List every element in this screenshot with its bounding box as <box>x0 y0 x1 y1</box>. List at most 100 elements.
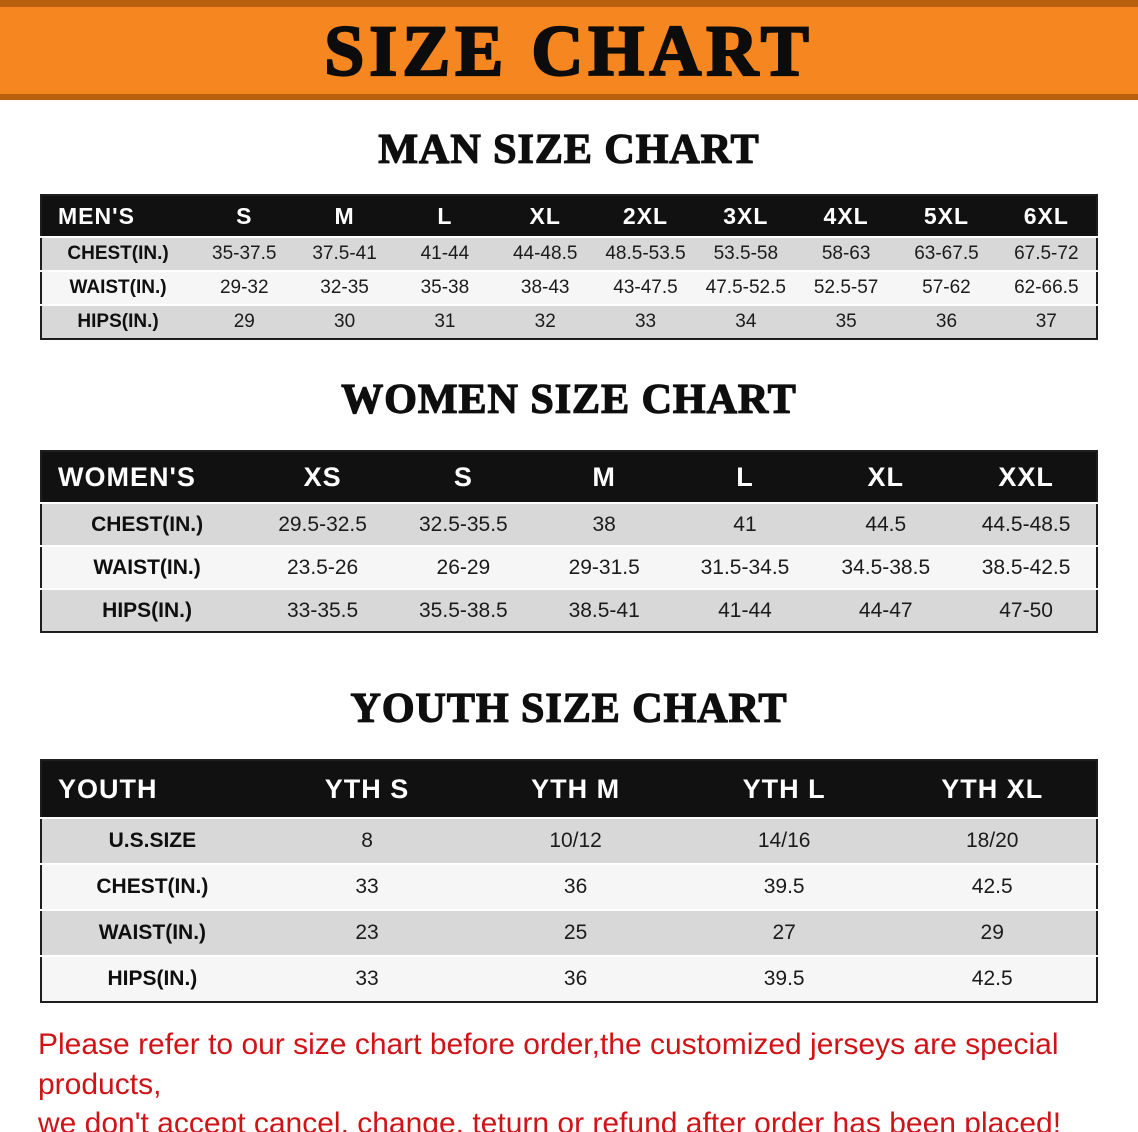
size-column-header: M <box>294 195 395 237</box>
table-cell: 38.5-41 <box>533 588 675 632</box>
table-row: CHEST(IN.) 35-37.5 37.5-41 41-44 44-48.5 48.5… <box>41 236 1097 271</box>
table-row: WAIST(IN.) 23 25 27 29 <box>41 909 1097 956</box>
footer-note: Please refer to our size chart before or… <box>38 1025 1104 1132</box>
table-cell: 34.5-38.5 <box>815 545 957 589</box>
table-cell: 33 <box>262 863 472 910</box>
table-cell: 42.5 <box>888 955 1097 1002</box>
table-cell: 37 <box>996 304 1097 339</box>
row-label: CHEST(IN.) <box>41 863 263 910</box>
row-label: WAIST(IN.) <box>41 545 253 589</box>
table-cell: 29-32 <box>194 270 295 305</box>
table-row: CHEST(IN.) 29.5-32.5 32.5-35.5 38 41 44.5 44.5… <box>41 502 1097 546</box>
table-cell: 32.5-35.5 <box>392 502 534 546</box>
row-label: HIPS(IN.) <box>41 304 195 339</box>
table-cell: 30 <box>294 304 395 339</box>
size-column-header: XS <box>252 451 393 503</box>
table-cell: 57-62 <box>896 270 997 305</box>
table-header-row: MEN'S S M L XL 2XL 3XL 4XL 5XL 6XL <box>41 195 1097 237</box>
table-cell: 36 <box>471 863 680 910</box>
size-column-header: 4XL <box>795 195 897 237</box>
table-cell: 23.5-26 <box>252 545 393 589</box>
size-column-header: M <box>533 451 675 503</box>
table-cell: 53.5-58 <box>695 236 796 271</box>
table-cell: 47.5-52.5 <box>695 270 796 305</box>
size-column-header: XL <box>815 451 957 503</box>
note-line-1: Please refer to our size chart before or… <box>38 1028 1059 1101</box>
row-label: WAIST(IN.) <box>41 909 263 956</box>
table-row: U.S.SIZE 8 10/12 14/16 18/20 <box>41 817 1097 864</box>
youth-size-section: YOUTH SIZE CHART YOUTH YTH S YTH M YTH L YTH… <box>0 633 1138 1003</box>
table-cell: 58-63 <box>795 236 897 271</box>
table-row: CHEST(IN.) 33 36 39.5 42.5 <box>41 863 1097 910</box>
table-cell: 35-37.5 <box>194 236 295 271</box>
table-cell: 39.5 <box>679 863 889 910</box>
size-column-header: L <box>674 451 816 503</box>
table-row: WAIST(IN.) 23.5-26 26-29 29-31.5 31.5-34.5 34… <box>41 545 1097 589</box>
row-label: HIPS(IN.) <box>41 588 253 632</box>
table-cell: 48.5-53.5 <box>595 236 696 271</box>
table-cell: 42.5 <box>888 863 1097 910</box>
section-title-youth: YOUTH SIZE CHART <box>350 685 788 732</box>
row-label: CHEST(IN.) <box>41 502 253 546</box>
table-cell: 8 <box>262 817 472 864</box>
table-cell: 23 <box>262 909 472 956</box>
women-size-table: WOMEN'S XS S M L XL XXL CHEST(IN.) 29.5-32.5 32.5… <box>40 450 1098 633</box>
table-cell: 35.5-38.5 <box>392 588 534 632</box>
table-cell: 41-44 <box>394 236 496 271</box>
table-cell: 31.5-34.5 <box>674 545 816 589</box>
table-cell: 32 <box>495 304 596 339</box>
table-cell: 32-35 <box>294 270 395 305</box>
table-cell: 38 <box>533 502 675 546</box>
table-row: WAIST(IN.) 29-32 32-35 35-38 38-43 43-47.5 47.… <box>41 270 1097 305</box>
row-label-header: YOUTH <box>41 760 263 818</box>
size-column-header: S <box>392 451 534 503</box>
men-size-section: MAN SIZE CHART MEN'S S M L XL 2XL 3XL 4XL 5XL 6XL… <box>0 100 1138 340</box>
row-label: WAIST(IN.) <box>41 270 195 305</box>
row-label: HIPS(IN.) <box>41 955 263 1002</box>
table-cell: 34 <box>695 304 796 339</box>
size-column-header: 2XL <box>595 195 696 237</box>
size-column-header: 6XL <box>996 195 1097 237</box>
table-cell: 29-31.5 <box>533 545 675 589</box>
table-cell: 37.5-41 <box>294 236 395 271</box>
size-column-header: XXL <box>956 451 1097 503</box>
table-cell: 44.5 <box>815 502 957 546</box>
row-label: U.S.SIZE <box>41 817 263 864</box>
table-cell: 44-47 <box>815 588 957 632</box>
size-column-header: YTH M <box>471 760 680 818</box>
table-cell: 36 <box>471 955 680 1002</box>
size-column-header: 5XL <box>896 195 997 237</box>
table-cell: 29.5-32.5 <box>252 502 393 546</box>
table-cell: 41-44 <box>674 588 816 632</box>
size-table: YOUTH YTH S YTH M YTH L YTH XL U.S.SIZE 8 10/12… <box>40 759 1098 1003</box>
table-header-row: YOUTH YTH S YTH M YTH L YTH XL <box>41 760 1097 818</box>
size-column-header: YTH L <box>679 760 889 818</box>
table-cell: 14/16 <box>679 817 889 864</box>
table-cell: 47-50 <box>956 588 1097 632</box>
size-column-header: 3XL <box>695 195 796 237</box>
table-cell: 44-48.5 <box>495 236 596 271</box>
row-label-header: MEN'S <box>41 195 195 237</box>
size-column-header: XL <box>495 195 596 237</box>
size-column-header: YTH S <box>262 760 472 818</box>
table-cell: 31 <box>394 304 496 339</box>
table-cell: 36 <box>896 304 997 339</box>
size-table: WOMEN'S XS S M L XL XXL CHEST(IN.) 29.5-32.5 32.5… <box>40 450 1098 633</box>
table-cell: 39.5 <box>679 955 889 1002</box>
section-title-women: WOMEN SIZE CHART <box>341 376 797 423</box>
table-cell: 43-47.5 <box>595 270 696 305</box>
size-column-header: YTH XL <box>888 760 1097 818</box>
size-column-header: S <box>194 195 295 237</box>
table-cell: 35 <box>795 304 897 339</box>
table-cell: 10/12 <box>471 817 680 864</box>
banner: SIZE CHART <box>0 0 1138 100</box>
table-cell: 29 <box>888 909 1097 956</box>
table-cell: 18/20 <box>888 817 1097 864</box>
size-column-header: L <box>394 195 496 237</box>
table-cell: 62-66.5 <box>996 270 1097 305</box>
section-title-men: MAN SIZE CHART <box>378 126 760 173</box>
note-line-2: we don't accept cancel, change, teturn o… <box>38 1107 1062 1132</box>
table-cell: 63-67.5 <box>896 236 997 271</box>
table-cell: 33 <box>595 304 696 339</box>
